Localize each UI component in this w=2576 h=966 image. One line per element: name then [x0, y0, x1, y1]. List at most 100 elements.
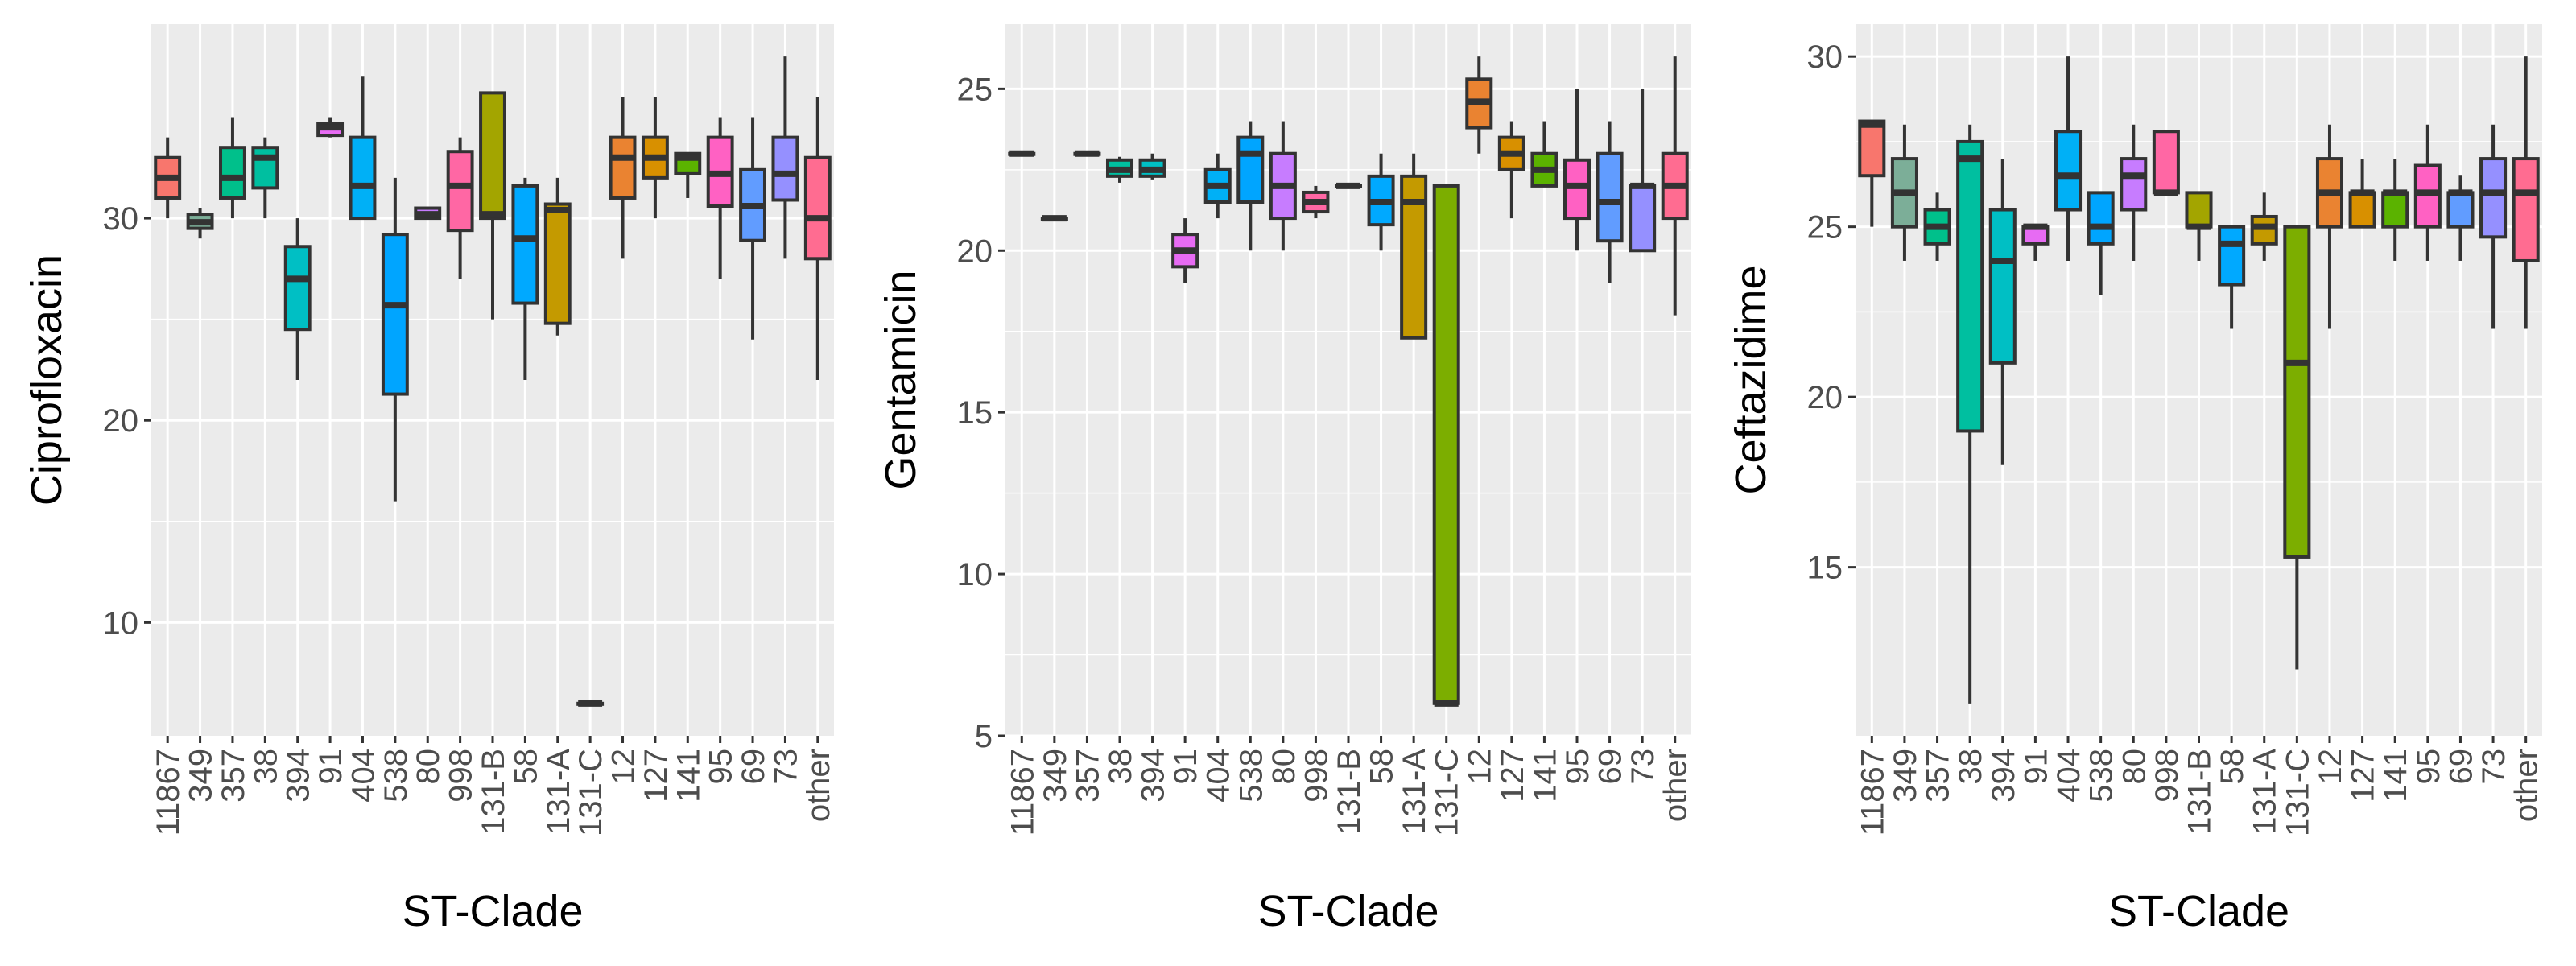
x-tick-label: 80	[411, 749, 446, 785]
box	[609, 135, 637, 200]
x-axis-title: ST-Clade	[1257, 887, 1439, 935]
box	[803, 155, 832, 261]
x-tick-label: 141	[1527, 749, 1563, 803]
x-tick-label: 998	[2149, 749, 2185, 803]
y-tick-label: 5	[975, 719, 993, 754]
x-tick-label: 38	[1953, 749, 1988, 785]
box	[2120, 157, 2148, 212]
x-tick-label: 394	[1136, 749, 1171, 803]
y-tick-label: 25	[1807, 210, 1843, 246]
box	[381, 233, 409, 396]
x-tick-label: 357	[1921, 749, 1956, 803]
x-tick-label: 11867	[1005, 749, 1040, 836]
x-tick-label: 349	[1038, 749, 1073, 803]
y-axis-title: Ciprofloxacin	[23, 254, 71, 506]
x-tick-label: 394	[281, 749, 316, 803]
y-tick-label: 20	[957, 233, 993, 269]
x-tick-label: 69	[1593, 749, 1629, 785]
x-tick-label: 131-C	[2280, 749, 2315, 836]
x-tick-label: 357	[1070, 749, 1105, 803]
x-tick-label: 38	[248, 749, 283, 785]
box	[2413, 163, 2442, 229]
box	[219, 146, 246, 200]
x-tick-label: other	[2509, 749, 2545, 822]
box	[1432, 184, 1460, 705]
x-tick-label: 141	[671, 749, 706, 803]
x-tick-label: 127	[1495, 749, 1530, 803]
x-tick-label: 404	[2051, 749, 2087, 803]
x-tick-label: 58	[1364, 749, 1400, 785]
box	[1236, 135, 1265, 204]
box	[2218, 225, 2246, 287]
x-tick-label: 95	[1560, 749, 1596, 785]
x-tick-label: 73	[1625, 749, 1661, 785]
x-tick-label: 12	[1462, 749, 1497, 785]
x-tick-label: other	[801, 749, 836, 822]
box	[2479, 157, 2508, 239]
x-tick-label: 404	[345, 749, 381, 803]
box	[2152, 130, 2180, 195]
x-tick-label: 38	[1103, 749, 1138, 785]
x-tick-label: 131-A	[1397, 749, 1432, 835]
x-tick-label: 349	[184, 749, 219, 803]
box	[2185, 191, 2213, 229]
box	[283, 245, 312, 332]
y-tick-label: 30	[1807, 39, 1843, 75]
box	[2446, 191, 2475, 229]
y-tick-label: 20	[103, 403, 139, 439]
box	[2087, 191, 2115, 246]
x-tick-label: 11867	[1855, 749, 1890, 836]
box	[1858, 119, 1886, 178]
x-axis-title: ST-Clade	[402, 887, 583, 935]
box	[2283, 225, 2311, 559]
x-tick-label: 538	[1233, 749, 1269, 803]
x-tick-label: 131-A	[2248, 749, 2283, 835]
x-tick-label: 131-C	[1430, 749, 1465, 836]
x-tick-label: 12	[2313, 749, 2348, 785]
x-tick-label: 131-A	[541, 749, 576, 835]
box	[479, 91, 506, 221]
y-tick-label: 25	[957, 72, 993, 107]
x-tick-label: 91	[1168, 749, 1203, 785]
y-axis-title: Gentamicin	[877, 270, 925, 489]
x-tick-label: 131-C	[573, 749, 609, 836]
x-tick-label: 95	[2411, 749, 2446, 785]
box	[2054, 130, 2083, 212]
x-tick-label: 357	[216, 749, 251, 803]
box	[1596, 151, 1624, 243]
x-tick-label: 127	[638, 749, 674, 803]
y-tick-label: 15	[957, 395, 993, 431]
x-tick-label: 80	[1266, 749, 1302, 785]
x-tick-label: 73	[768, 749, 803, 785]
x-tick-label: 538	[378, 749, 414, 803]
x-tick-label: 141	[2378, 749, 2413, 803]
x-tick-label: 12	[606, 749, 642, 785]
y-tick-label: 10	[957, 557, 993, 592]
x-tick-label: 69	[2443, 749, 2479, 785]
x-axis-title: ST-Clade	[2108, 887, 2289, 935]
x-tick-label: 91	[313, 749, 349, 785]
x-tick-label: other	[1658, 749, 1694, 822]
box	[2512, 157, 2540, 262]
y-tick-label: 20	[1807, 380, 1843, 415]
x-tick-label: 394	[1986, 749, 2021, 803]
x-tick-label: 11867	[151, 749, 186, 836]
x-tick-label: 58	[2215, 749, 2250, 785]
x-tick-label: 131-B	[1331, 749, 1367, 835]
x-tick-label: 998	[1298, 749, 1334, 803]
x-tick-label: 349	[1888, 749, 1923, 803]
x-tick-label: 998	[444, 749, 479, 803]
box	[2250, 214, 2278, 246]
x-tick-label: 80	[2116, 749, 2152, 785]
box	[511, 184, 539, 305]
x-tick-label: 131-B	[2182, 749, 2218, 835]
x-tick-label: 95	[704, 749, 739, 785]
box	[1956, 139, 1984, 433]
y-tick-label: 30	[103, 201, 139, 237]
box	[1988, 208, 2017, 365]
box	[349, 135, 377, 221]
box	[2348, 191, 2376, 229]
x-tick-label: 69	[736, 749, 771, 785]
y-tick-label: 10	[103, 605, 139, 641]
